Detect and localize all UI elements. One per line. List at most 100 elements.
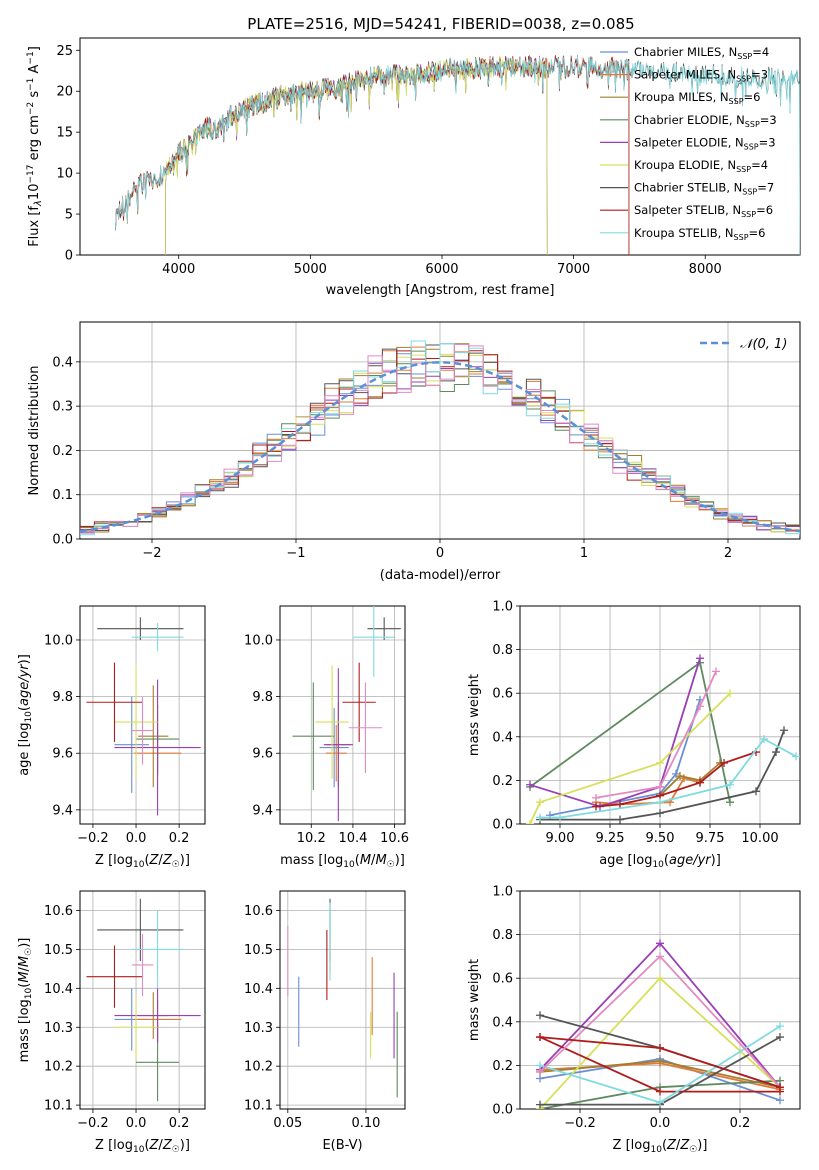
x-tick-label: 0 — [436, 546, 444, 561]
y-tick-label: 10.3 — [44, 1021, 73, 1036]
y-tick-label: 10.5 — [44, 943, 73, 958]
axes-frame — [279, 890, 406, 1110]
y-axis-label: age [log10(age/yr)] — [17, 654, 34, 776]
x-tick-label: 7000 — [557, 262, 590, 277]
weight-marker — [676, 772, 684, 781]
y-tick-label: 10.0 — [244, 633, 273, 648]
x-tick-label: −0.2 — [77, 831, 109, 846]
y-axis-label: mass [log10(M/M☉)] — [17, 938, 34, 1063]
y-tick-label: 0.0 — [492, 1103, 513, 1118]
y-tick-label: 20 — [56, 85, 73, 100]
y-tick-label: 10.6 — [44, 904, 73, 919]
y-tick-label: 0.6 — [492, 972, 513, 987]
legend-entry: Salpeter STELIB, NSSP=6 — [634, 203, 773, 219]
y-tick-label: 9.6 — [52, 747, 73, 762]
weight-marker — [726, 798, 734, 807]
x-axis-label: mass [log10(M/M☉)] — [280, 853, 405, 870]
y-tick-label: 10 — [56, 167, 73, 182]
x-tick-label: 9.50 — [646, 831, 675, 846]
x-tick-label: 10.6 — [380, 831, 409, 846]
legend-entry: Chabrier ELODIE, NSSP=3 — [634, 113, 777, 129]
weight-marker — [696, 778, 704, 787]
axes-frame — [279, 605, 406, 825]
x-tick-label: 5000 — [294, 262, 327, 277]
weight-marker — [656, 952, 664, 961]
mass_vs_Z-panel: −0.2 0.0 0.2 10.1 10.2 10.3 10.4 10.5 10.6 Z [log… — [17, 890, 206, 1155]
x-tick-label: 9.75 — [696, 831, 725, 846]
y-tick-label: 0.4 — [492, 1015, 513, 1030]
weight-marker — [726, 689, 734, 698]
y-tick-label: 10.1 — [44, 1099, 73, 1114]
x-tick-label: 6000 — [425, 262, 458, 277]
weight-marker — [720, 758, 728, 767]
weight-marker — [752, 787, 760, 796]
weight-marker — [726, 780, 734, 789]
x-tick-label: 0.10 — [351, 1116, 380, 1131]
x-axis-label: Z [log10(Z/Z☉)] — [95, 1138, 190, 1155]
y-tick-label: 0.6 — [492, 687, 513, 702]
x-axis-label: age [log10(age/yr)] — [599, 853, 721, 870]
x-tick-label: −1 — [286, 546, 305, 561]
x-tick-label: 1 — [580, 546, 588, 561]
weight-marker — [536, 798, 544, 807]
y-axis-label: Flux [fλ10−17 erg cm−2 s−1 A−1] — [26, 46, 44, 247]
weight-marker — [656, 1098, 664, 1107]
x-axis-label: wavelength [Angstrom, rest frame] — [326, 283, 555, 298]
y-tick-label: 0 — [65, 249, 73, 264]
y-tick-label: 9.8 — [52, 690, 73, 705]
weight-line — [659, 762, 721, 797]
weight-marker — [776, 1083, 784, 1092]
y-tick-label: 0.2 — [492, 1059, 513, 1074]
y-tick-label: 10.6 — [244, 904, 273, 919]
x-axis-label: E(B-V) — [322, 1138, 362, 1153]
weight-marker — [656, 1057, 664, 1066]
x-tick-label: −0.2 — [77, 1116, 109, 1131]
weight-marker — [696, 702, 704, 711]
weight-line — [529, 658, 701, 808]
weight-marker — [536, 1011, 544, 1020]
x-tick-label: 0.0 — [650, 1116, 671, 1131]
weight-marker — [780, 726, 788, 735]
legend-entry: Kroupa ELODIE, NSSP=4 — [634, 158, 768, 174]
y-tick-label: 1.0 — [492, 600, 513, 615]
y-tick-label: 10.4 — [244, 982, 273, 997]
legend-entry: Kroupa MILES, NSSP=6 — [634, 90, 760, 106]
y-tick-label: 10.4 — [44, 982, 73, 997]
x-tick-label: 4000 — [162, 262, 195, 277]
axes-frame — [79, 605, 206, 825]
histogram-line — [80, 344, 800, 534]
y-axis-label: mass weight — [467, 959, 482, 1041]
spectrum-line — [115, 55, 630, 255]
y-tick-label: 0.3 — [52, 400, 73, 415]
weight-marker — [776, 1022, 784, 1031]
y-axis-label: mass weight — [467, 674, 482, 756]
weight-marker — [526, 820, 534, 824]
weight-marker — [536, 813, 544, 822]
x-tick-label: 10.00 — [741, 831, 778, 846]
y-tick-label: 0.0 — [52, 533, 73, 548]
y-tick-label: 10.3 — [244, 1021, 273, 1036]
x-tick-label: 0.0 — [126, 1116, 147, 1131]
gaussian-curve — [79, 361, 801, 533]
weight-line — [540, 729, 785, 821]
mass_vs_ebv-panel: 0.05 0.10 10.1 10.2 10.3 10.4 10.5 10.6 E(B-V) — [244, 890, 406, 1153]
y-tick-label: 0.4 — [492, 730, 513, 745]
y-tick-label: 10.1 — [244, 1099, 273, 1114]
y-tick-label: 0.0 — [492, 818, 513, 833]
x-tick-label: −2 — [142, 546, 161, 561]
weight-line — [595, 671, 717, 799]
weight-marker — [776, 1033, 784, 1042]
weight-marker — [656, 798, 664, 807]
weight-marker — [792, 752, 800, 761]
y-tick-label: 15 — [56, 126, 73, 141]
weight-marker — [656, 1087, 664, 1096]
x-axis-label: Z [log10(Z/Z☉)] — [613, 1138, 708, 1155]
legend-entry: 𝒩(0, 1) — [740, 337, 787, 352]
y-tick-label: 5 — [65, 208, 73, 223]
legend-entry: Chabrier STELIB, NSSP=7 — [634, 181, 774, 197]
y-tick-label: 0.4 — [52, 355, 73, 370]
weight-marker — [656, 758, 664, 767]
y-tick-label: 0.2 — [52, 444, 73, 459]
